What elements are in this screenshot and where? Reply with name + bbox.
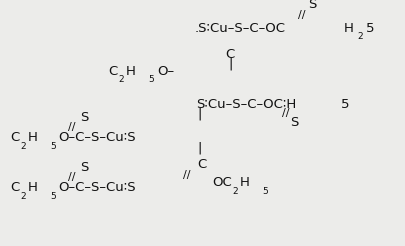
Text: S: S: [307, 0, 315, 11]
Text: 2: 2: [118, 75, 123, 84]
Text: C: C: [108, 65, 117, 78]
Text: H: H: [28, 181, 38, 194]
Text: S: S: [80, 161, 88, 174]
Text: 2: 2: [20, 142, 26, 151]
Text: 5: 5: [261, 187, 267, 196]
Text: C: C: [224, 48, 234, 61]
Text: 5: 5: [50, 142, 55, 151]
Text: .S∶Cu–S–C–OC: .S∶Cu–S–C–OC: [194, 22, 285, 35]
Text: O–C–S–Cu∶S: O–C–S–Cu∶S: [58, 181, 135, 194]
Text: //: //: [183, 170, 190, 180]
Text: 2: 2: [20, 192, 26, 201]
Text: C: C: [10, 181, 19, 194]
Text: H: H: [28, 131, 38, 144]
Text: 2: 2: [231, 187, 237, 196]
Text: 2: 2: [356, 32, 362, 41]
Text: C: C: [10, 131, 19, 144]
Text: O–: O–: [157, 65, 174, 78]
Text: |: |: [228, 58, 232, 71]
Text: //: //: [68, 172, 75, 182]
Text: |: |: [196, 142, 201, 155]
Text: C: C: [196, 158, 206, 171]
Text: //: //: [68, 122, 75, 132]
Text: 5: 5: [50, 192, 55, 201]
Text: H: H: [343, 22, 353, 35]
Text: H: H: [239, 176, 249, 189]
Text: 5: 5: [148, 75, 153, 84]
Text: 5: 5: [340, 98, 349, 111]
Text: 5: 5: [365, 22, 373, 35]
Text: S∶Cu–S–C–OC∶H: S∶Cu–S–C–OC∶H: [196, 98, 296, 111]
Text: H: H: [126, 65, 136, 78]
Text: |: |: [196, 108, 201, 121]
Text: //: //: [297, 10, 305, 20]
Text: S: S: [289, 116, 298, 129]
Text: OC: OC: [211, 176, 231, 189]
Text: S: S: [80, 111, 88, 124]
Text: //: //: [281, 108, 289, 118]
Text: O–C–S–Cu∶S: O–C–S–Cu∶S: [58, 131, 135, 144]
